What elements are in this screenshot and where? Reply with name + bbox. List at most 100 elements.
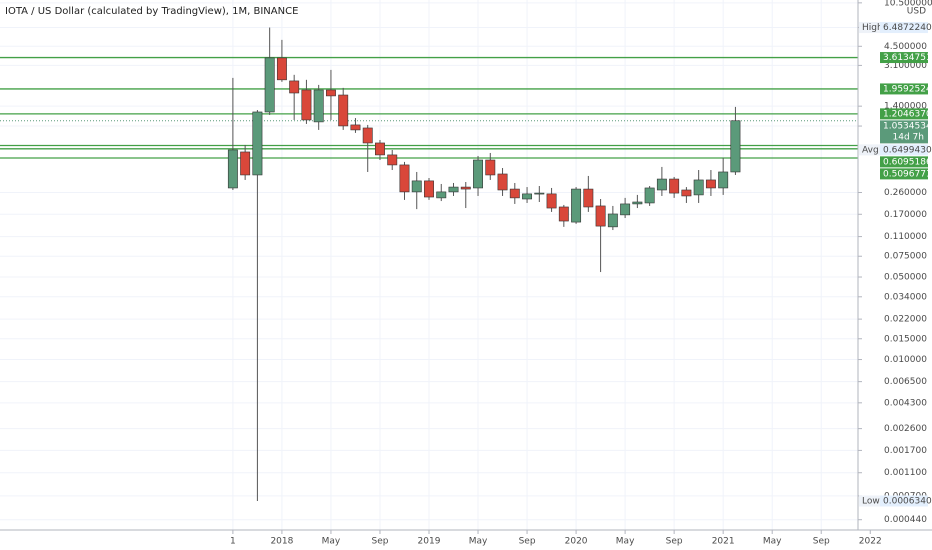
level-label-box bbox=[880, 52, 928, 64]
axes: 10.5000006.5000004.5000003.1000001.40000… bbox=[230, 0, 932, 547]
candle-body bbox=[387, 154, 398, 166]
y-tick-label: 4.500000 bbox=[884, 42, 927, 52]
stat-value: 0.00063400 bbox=[883, 496, 932, 506]
currency: USD bbox=[907, 7, 926, 17]
x-tick-label: 1 bbox=[230, 537, 236, 547]
candle-body bbox=[399, 164, 410, 193]
x-tick-label: 2020 bbox=[565, 537, 588, 547]
candle-body bbox=[583, 188, 594, 208]
candle-body bbox=[656, 178, 667, 191]
candle-body bbox=[705, 179, 716, 189]
last-price: 1.05345347 bbox=[883, 121, 932, 131]
candle-body bbox=[718, 171, 729, 189]
y-tick-label: 0.170000 bbox=[884, 210, 927, 220]
candle-body bbox=[276, 57, 287, 81]
grid bbox=[0, 0, 858, 530]
candle-body bbox=[424, 180, 434, 198]
y-tick-label: 0.110000 bbox=[884, 232, 927, 242]
y-tick-label: 0.000440 bbox=[884, 515, 927, 525]
chart-title: IOTA / US Dollar (calculated by TradingV… bbox=[5, 6, 298, 17]
candle-body bbox=[693, 179, 704, 196]
x-tick-label: 2018 bbox=[270, 537, 293, 547]
candle-body bbox=[730, 120, 741, 173]
y-tick-label: 0.002600 bbox=[884, 424, 927, 434]
stat-value: 0.64994304 bbox=[883, 145, 932, 155]
y-tick-label: 0.034000 bbox=[884, 292, 927, 302]
plot bbox=[0, 27, 858, 501]
y-tick-label: 0.022000 bbox=[884, 315, 927, 325]
y-tick-label: 10.500000 bbox=[884, 0, 932, 8]
level-label: 0.50967717 bbox=[883, 169, 932, 179]
level-label: 1.95925245 bbox=[883, 84, 932, 94]
stat-name-box bbox=[859, 495, 881, 507]
candle-body bbox=[497, 173, 508, 191]
candle-body bbox=[546, 193, 557, 209]
stat-value: 6.48722400 bbox=[883, 23, 932, 33]
x-tick-label: 2021 bbox=[712, 537, 735, 547]
candle-body bbox=[681, 189, 692, 197]
candle-body bbox=[509, 188, 520, 199]
candle-body bbox=[632, 201, 643, 205]
candle-body bbox=[669, 178, 680, 194]
level-label: 0.60951860 bbox=[883, 157, 932, 167]
candle-body bbox=[485, 159, 496, 176]
level-label-box bbox=[880, 108, 928, 120]
x-tick-label: May bbox=[322, 537, 341, 547]
x-tick-label: May bbox=[616, 537, 635, 547]
candle-body bbox=[436, 191, 447, 199]
x-tick-label: Sep bbox=[519, 537, 536, 547]
stat-name-box bbox=[859, 22, 881, 34]
stat-name-box bbox=[859, 144, 881, 156]
x-tick-label: Sep bbox=[371, 537, 388, 547]
candle-body bbox=[473, 159, 483, 189]
candle-body bbox=[571, 188, 582, 223]
candle-body bbox=[227, 149, 238, 189]
candle-body bbox=[620, 203, 631, 216]
level-label: 1.20463705 bbox=[883, 109, 932, 119]
y-tick-label: 0.050000 bbox=[884, 273, 927, 283]
candle-body bbox=[448, 186, 459, 193]
stat-name: Low bbox=[862, 496, 880, 506]
stat-value-box bbox=[880, 144, 928, 156]
candle-body bbox=[301, 89, 312, 121]
candle-body bbox=[558, 206, 569, 222]
level-label-box bbox=[880, 83, 928, 95]
x-tick-label: 2019 bbox=[418, 537, 441, 547]
candle-body bbox=[350, 124, 361, 131]
y-tick-label: 0.075000 bbox=[884, 252, 927, 262]
stat-value-box bbox=[880, 495, 928, 507]
candle-body bbox=[240, 151, 251, 176]
y-tick-label: 1.400000 bbox=[884, 102, 927, 112]
x-tick-label: May bbox=[763, 537, 782, 547]
level-label-box bbox=[880, 168, 928, 180]
candle-body bbox=[522, 193, 533, 200]
candle-body bbox=[313, 89, 324, 123]
candle-body bbox=[362, 127, 373, 144]
x-tick-label: Sep bbox=[813, 537, 830, 547]
x-tick-label: Sep bbox=[666, 537, 683, 547]
y-tick-label: 0.001700 bbox=[884, 446, 927, 456]
x-tick-label: May bbox=[469, 537, 488, 547]
candle-body bbox=[325, 89, 336, 97]
y-tick-label: 3.100000 bbox=[884, 61, 927, 71]
candle-body bbox=[411, 180, 422, 193]
y-tick-label: 0.006500 bbox=[884, 377, 927, 387]
last-price-box bbox=[880, 120, 928, 144]
y-tick-label: 0.004300 bbox=[884, 398, 927, 408]
candle-body bbox=[289, 80, 300, 94]
y-tick-label: 0.001100 bbox=[884, 468, 927, 478]
candle-body bbox=[534, 192, 545, 195]
candle-body bbox=[252, 111, 263, 176]
y-tick-label: 0.015000 bbox=[884, 334, 927, 344]
countdown: 14d 7h bbox=[893, 132, 924, 142]
stat-name: High bbox=[862, 23, 883, 33]
candle-body bbox=[375, 142, 385, 156]
y-tick-label: 0.010000 bbox=[884, 355, 927, 365]
candle-body bbox=[644, 187, 655, 204]
level-label: 3.61347519 bbox=[883, 53, 932, 63]
candle-body bbox=[338, 94, 349, 127]
stat-value-box bbox=[880, 22, 928, 34]
candle-body bbox=[264, 57, 275, 113]
candle-body bbox=[460, 186, 471, 190]
